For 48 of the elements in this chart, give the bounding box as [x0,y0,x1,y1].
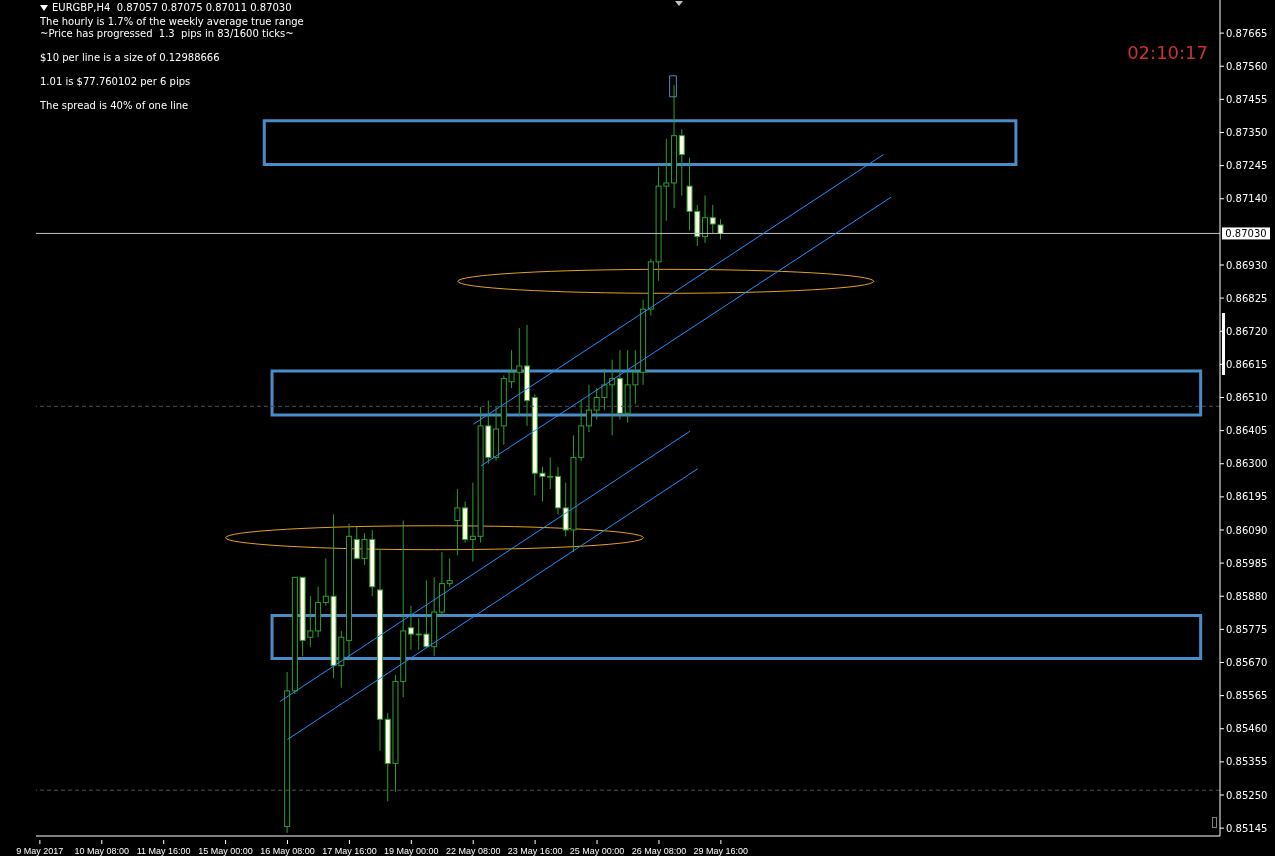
annotation: The spread is 40% of one line [40,100,189,111]
x-tick-label: 10 May 08:00 [74,846,130,856]
y-tick-label: 0.85670 [1226,657,1268,669]
y-tick-label: 0.87560 [1226,60,1268,72]
y-tick-label: 0.87350 [1226,127,1268,139]
y-tick-label: 0.86300 [1226,458,1268,470]
y-tick-label: 0.85145 [1226,822,1268,834]
annotation: 1.01 is $77.760102 per 6 pips [40,76,191,87]
x-tick-label: 15 May 00:00 [198,846,253,856]
y-tick-label: 0.86195 [1226,491,1268,503]
x-tick-label: 26 May 08:00 [631,846,687,856]
x-tick-label: 11 May 16:00 [136,846,191,856]
y-tick-label: 0.85880 [1226,590,1268,602]
x-tick-label: 23 May 16:00 [507,846,563,856]
annotation: The hourly is 1.7% of the weekly average true range [40,16,304,27]
y-tick-label: 0.87140 [1226,193,1268,205]
x-tick-label: 19 May 00:00 [384,846,439,856]
candlestick [407,605,414,651]
y-tick-label: 0.87455 [1226,93,1268,105]
x-tick-label: 17 May 16:00 [322,846,377,856]
y-tick-label: 0.86615 [1226,358,1268,370]
y-tick-label: 0.86510 [1226,392,1268,404]
chart-title: EURGBP,H4 0.87057 0.87075 0.87011 0.87030 [52,2,292,13]
y-tick-label: 0.86090 [1226,524,1268,536]
y-tick-label: 0.85985 [1226,557,1268,569]
y-tick-label: 0.85775 [1226,623,1268,635]
annotation: $10 per line is a size of 0.12988666 [40,52,220,63]
y-tick-label: 0.86720 [1226,325,1268,337]
y-tick-label: 0.87245 [1226,160,1268,172]
x-tick-label: 16 May 08:00 [260,846,315,856]
candlestick [585,384,592,433]
y-tick-label: 0.85355 [1226,756,1268,768]
annotation: ~Price has progressed 1.3 pips in 83/1600 ticks~ [40,28,294,39]
y-tick-label: 0.86405 [1226,425,1268,437]
annotation: 02:10:17 [1127,42,1208,63]
x-tick-label: 9 May 2017 [16,846,64,856]
y-tick-label: 0.85250 [1226,789,1268,801]
candlestick [678,128,685,197]
y-tick-label: 0.85565 [1226,690,1268,702]
x-tick-label: 22 May 08:00 [445,846,501,856]
y-tick-label: 0.86825 [1226,292,1268,304]
y-tick-label: 0.85460 [1226,723,1268,735]
ref-line-label: 0.87030 [1225,228,1267,240]
candlestick [702,195,709,244]
y-tick-label: 0.86930 [1226,259,1268,271]
y-tick-label: 0.87665 [1226,27,1268,39]
x-tick-label: 29 May 16:00 [693,846,749,856]
x-tick-label: 25 May 00:00 [569,846,625,856]
